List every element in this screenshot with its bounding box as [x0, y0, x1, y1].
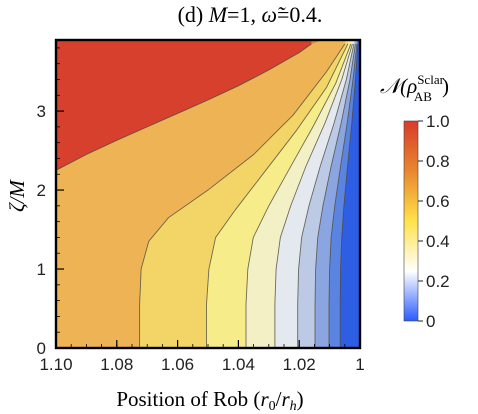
x-tick-label: 1.04: [222, 355, 255, 374]
contour-line-0_8: [139, 43, 346, 348]
y-tick-label: 1: [37, 260, 46, 279]
y-tick-label: 3: [37, 102, 46, 121]
x-tick-label: 1.10: [39, 355, 72, 374]
contour-line-0_2: [328, 43, 358, 348]
band-region-top: [56, 40, 312, 171]
contour-line-0_6: [245, 43, 352, 348]
contour-line-0_4: [297, 43, 355, 348]
y-axis-label: ζ/M: [5, 179, 29, 212]
colorbar-tick-label: 0.4: [426, 232, 450, 251]
x-tick-label: 1.02: [283, 355, 316, 374]
chart-title: (d) M=1, ω̃=0.4.: [178, 2, 323, 27]
x-axis-label: Position of Rob (r0/rh): [116, 387, 303, 414]
contour-line-0_7: [206, 43, 349, 348]
contour-line-0_5: [274, 43, 353, 348]
colorbar-tick-label: 0.8: [426, 152, 450, 171]
contour-line-0_1: [339, 43, 359, 348]
x-tick-label: 1.06: [161, 355, 194, 374]
colorbar-label: 𝒩(ρSclar AB): [380, 72, 449, 104]
contour-lines: [56, 43, 359, 348]
colorbar-tick-label: 0.2: [426, 272, 450, 291]
x-tick-label: 1.08: [100, 355, 133, 374]
colorbar: [403, 120, 419, 322]
colorbar-ticks: 1.0 0.8 0.6 0.4 0.2 0: [418, 112, 450, 331]
y-tick-label: 0: [37, 339, 46, 358]
colorbar-tick-label: 0: [426, 312, 435, 331]
colorbar-tick-label: 1.0: [426, 112, 450, 131]
y-axis-ticks: 0 1 2 3: [37, 47, 64, 358]
colorbar-tick-label: 0.6: [426, 192, 450, 211]
contour-line-0_9: [56, 43, 312, 171]
y-tick-label: 2: [37, 181, 46, 200]
plot-area: [56, 40, 360, 348]
x-tick-label: 1: [355, 355, 364, 374]
contour-line-0_3: [314, 43, 356, 348]
x-axis-ticks: 1.10 1.08 1.06 1.04 1.02 1: [39, 340, 365, 374]
